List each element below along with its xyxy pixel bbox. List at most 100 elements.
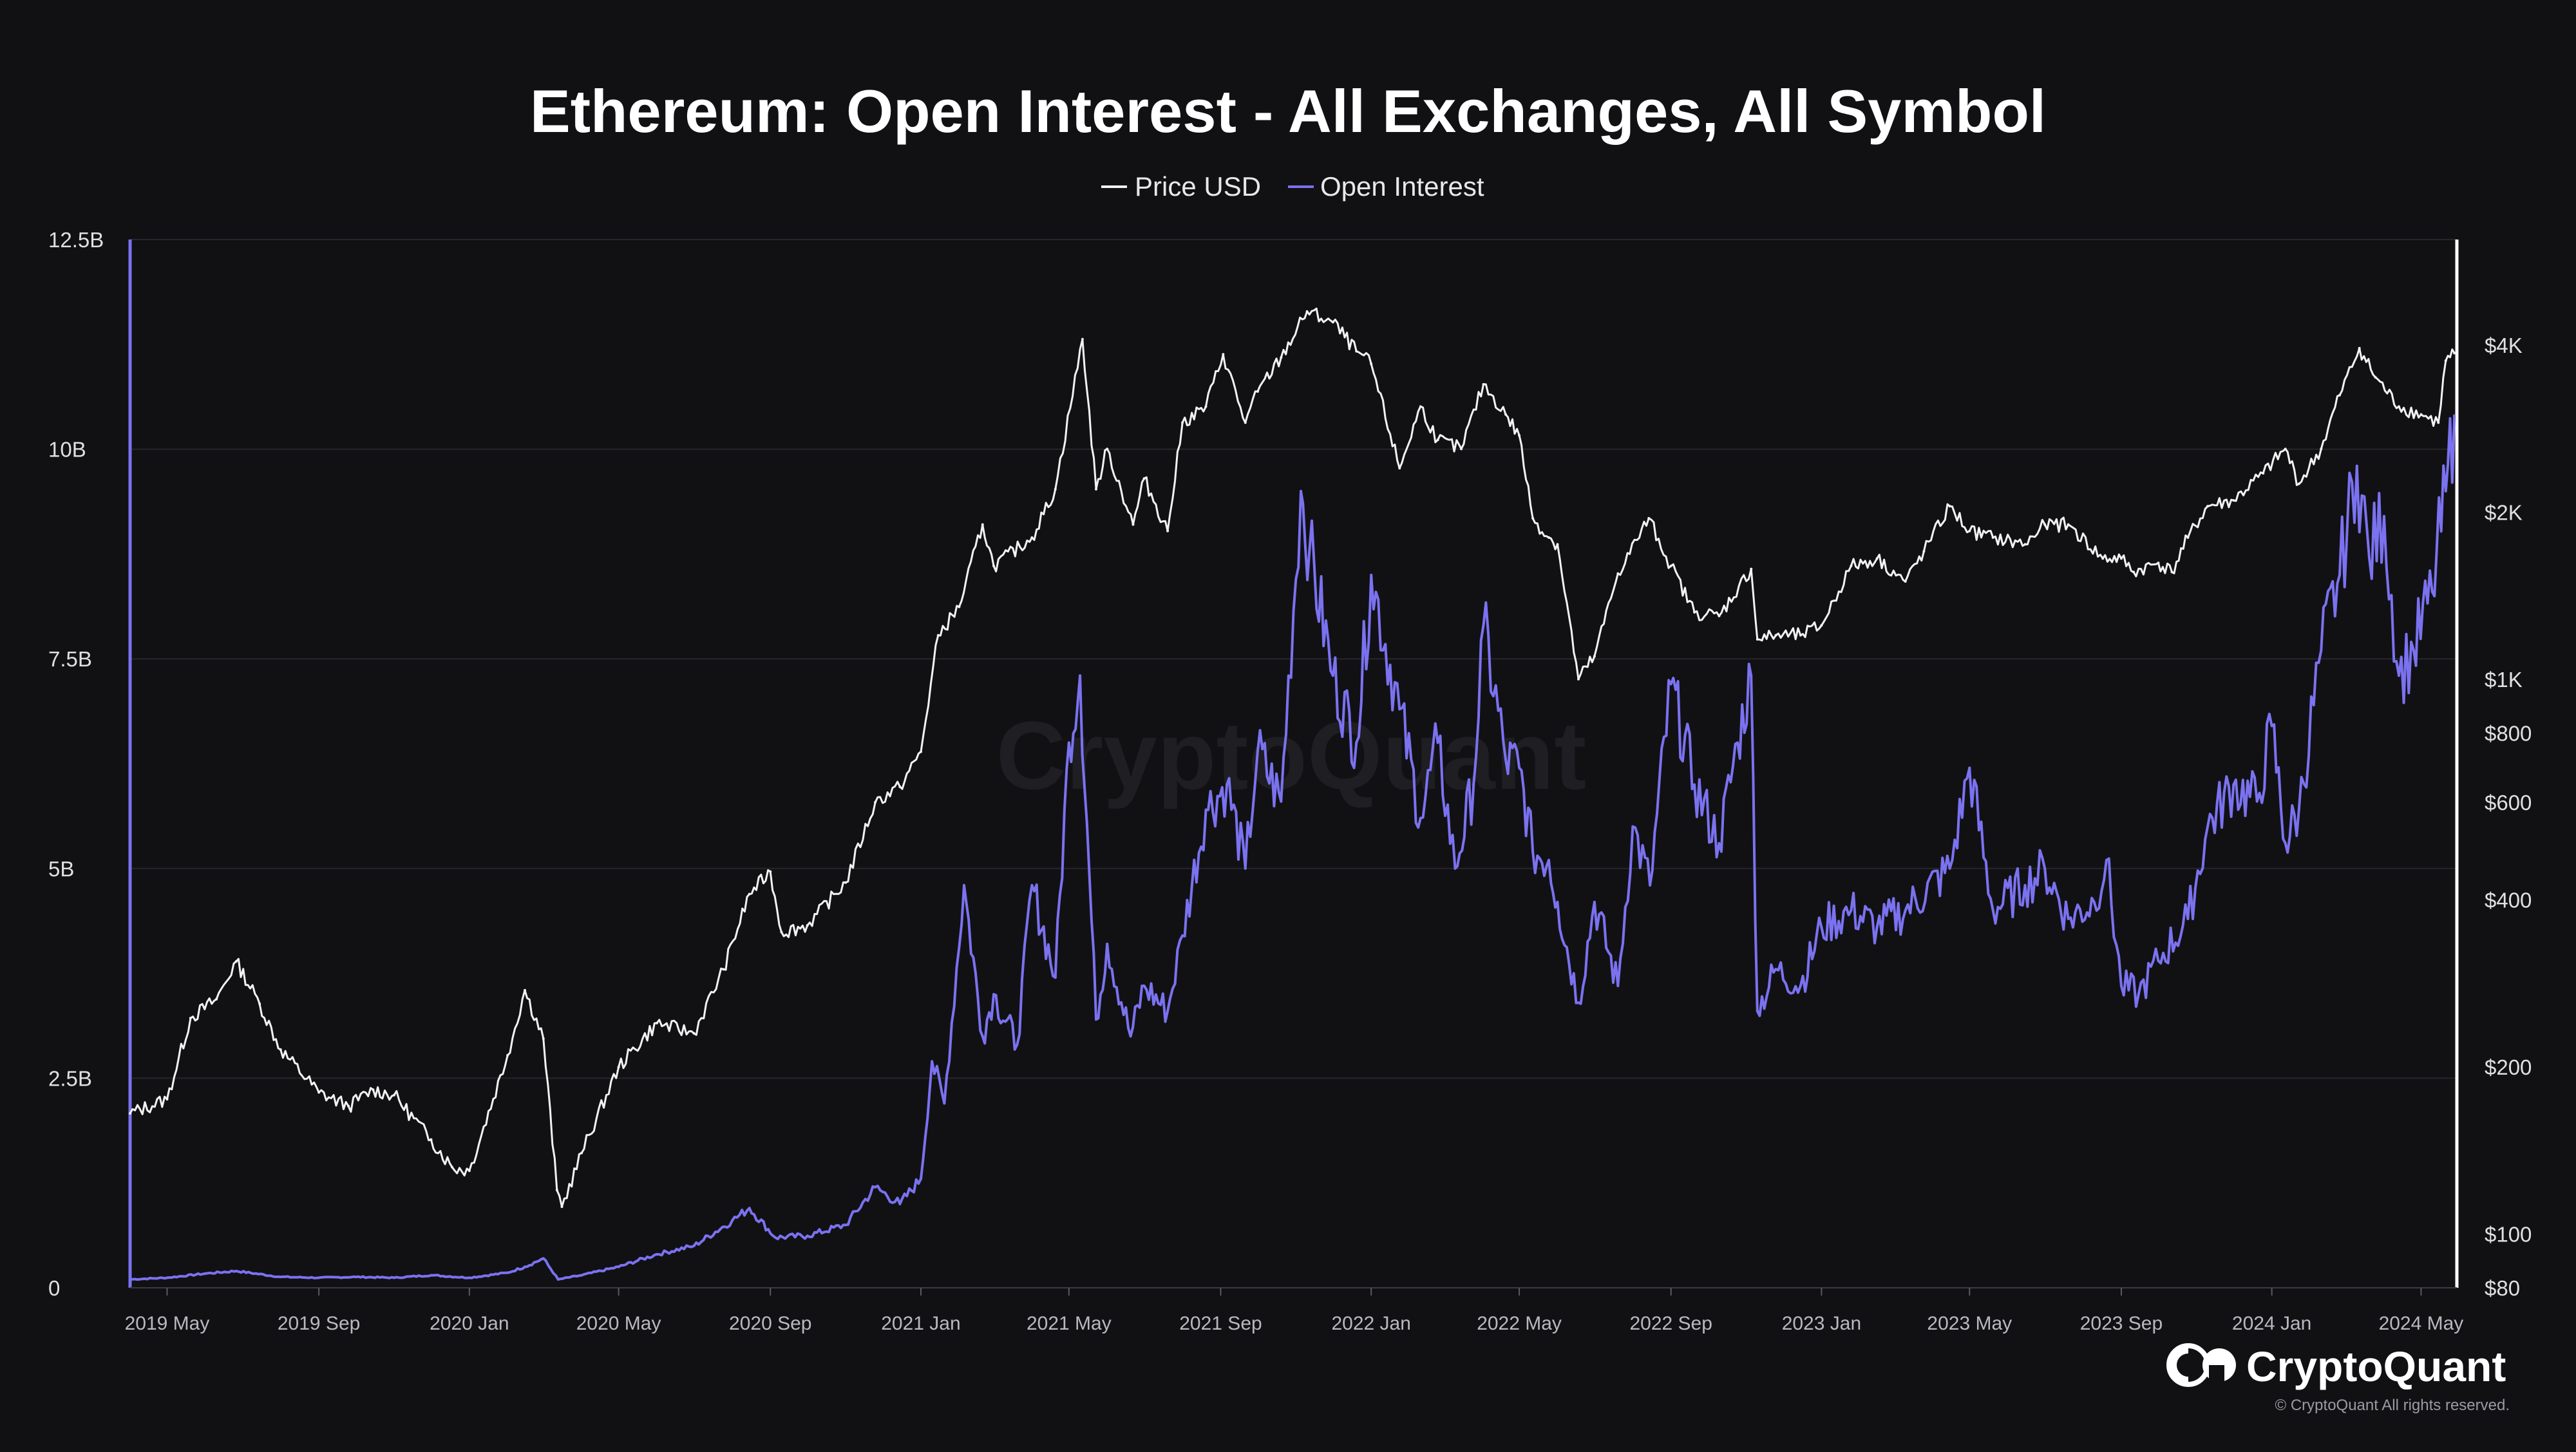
open-interest-point — [1355, 741, 1358, 744]
open-interest-point — [2067, 917, 2070, 920]
price-point — [1244, 421, 1247, 424]
price-point — [468, 1169, 471, 1173]
open-interest-point — [2397, 674, 2400, 677]
open-interest-point — [1518, 766, 1521, 769]
price-point — [2186, 536, 2190, 539]
price-point — [2170, 570, 2174, 574]
price-point — [722, 968, 725, 971]
open-interest-point — [1850, 909, 1853, 912]
open-interest-point — [1079, 674, 1082, 677]
price-point — [1948, 505, 1951, 508]
price-point — [992, 564, 995, 567]
copyright-text: © CryptoQuant All rights reserved. — [2275, 1397, 2510, 1414]
open-interest-point — [166, 1276, 169, 1279]
open-interest-point — [2137, 993, 2140, 996]
open-interest-point — [963, 883, 966, 887]
price-point — [1305, 310, 1309, 313]
price-point — [1094, 487, 1097, 491]
open-interest-point — [2255, 800, 2259, 803]
open-interest-point — [392, 1276, 395, 1279]
legend-label-open-interest[interactable]: Open Interest — [1320, 171, 1484, 202]
price-point — [2043, 523, 2047, 526]
price-point — [1718, 614, 1721, 618]
open-interest-point — [1129, 1035, 1132, 1038]
series-line-open-interest — [129, 415, 2456, 1281]
price-point — [1181, 421, 1184, 424]
open-interest-point — [1331, 674, 1334, 677]
x-tick-label: 2020 May — [576, 1313, 661, 1334]
price-point — [1799, 634, 1802, 637]
price-point — [317, 1091, 321, 1094]
price-point — [936, 634, 940, 637]
price-point — [981, 523, 984, 526]
open-interest-point — [234, 1269, 238, 1272]
price-point — [1419, 405, 1422, 408]
price-point — [748, 892, 751, 896]
price-point — [234, 960, 238, 963]
open-interest-point — [2186, 917, 2190, 920]
x-tick-label: 2019 May — [125, 1313, 210, 1334]
right-tick-label: $400 — [2485, 889, 2532, 912]
right-tick-label: $200 — [2485, 1055, 2532, 1079]
price-point — [1820, 624, 1823, 627]
x-tick-label: 2024 May — [2379, 1313, 2464, 1334]
open-interest-point — [1577, 1001, 1580, 1004]
open-interest-point — [806, 1234, 809, 1238]
open-interest-point — [1904, 909, 1907, 912]
open-interest-point — [1669, 683, 1672, 686]
open-interest-point — [2232, 783, 2235, 786]
price-point — [2101, 557, 2105, 560]
price-point — [1875, 557, 1879, 560]
open-interest-point — [919, 1177, 922, 1180]
open-interest-point — [1799, 985, 1802, 988]
right-tick-label: $80 — [2485, 1276, 2520, 1300]
open-interest-point — [1067, 741, 1070, 744]
right-tick-label: $600 — [2485, 791, 2532, 815]
price-point — [1669, 564, 1672, 567]
x-tick-label: 2023 Jan — [1782, 1313, 1861, 1334]
x-tick-label: 2020 Jan — [430, 1313, 509, 1334]
price-point — [1577, 677, 1580, 681]
price-point — [1693, 610, 1696, 614]
open-interest-point — [279, 1276, 282, 1279]
open-interest-point — [1968, 766, 1971, 769]
open-interest-point — [1774, 968, 1777, 971]
price-point — [215, 997, 218, 1001]
price-point — [1054, 487, 1057, 491]
left-tick-label: 2.5B — [48, 1066, 92, 1090]
left-tick-label: 7.5B — [48, 647, 92, 671]
price-point — [958, 605, 961, 608]
price-point — [1460, 448, 1463, 451]
price-point — [1968, 529, 1971, 533]
open-interest-point — [1299, 489, 1302, 493]
open-interest-point — [1531, 850, 1535, 853]
open-interest-point — [1398, 708, 1401, 711]
left-tick-label: 10B — [48, 438, 86, 462]
x-tick-label: 2019 Sep — [278, 1313, 360, 1334]
open-interest-point — [317, 1276, 321, 1279]
chart-title: Ethereum: Open Interest - All Exchanges,… — [530, 77, 2046, 145]
price-point — [1904, 580, 1907, 583]
open-interest-point — [1750, 674, 1753, 677]
open-interest-point — [1948, 867, 1951, 870]
legend-label-price[interactable]: Price USD — [1135, 171, 1261, 202]
price-point — [1256, 390, 1259, 393]
open-interest-point — [730, 1219, 734, 1222]
price-point — [656, 1021, 659, 1024]
open-interest-point — [874, 1185, 877, 1189]
price-point — [189, 1017, 192, 1020]
open-interest-point — [1226, 783, 1229, 786]
open-interest-point — [1181, 934, 1184, 937]
right-tick-label: $800 — [2485, 721, 2532, 745]
open-interest-point — [943, 1102, 946, 1105]
price-point — [2157, 561, 2160, 565]
x-tick-label: 2023 May — [1927, 1313, 2012, 1334]
open-interest-point — [773, 1236, 777, 1239]
open-interest-point — [2412, 649, 2415, 652]
open-interest-point — [898, 1202, 902, 1205]
open-interest-point — [2444, 489, 2447, 493]
open-interest-point — [2338, 573, 2342, 576]
x-tick-label: 2023 Sep — [2080, 1313, 2163, 1334]
open-interest-point — [2297, 808, 2300, 811]
